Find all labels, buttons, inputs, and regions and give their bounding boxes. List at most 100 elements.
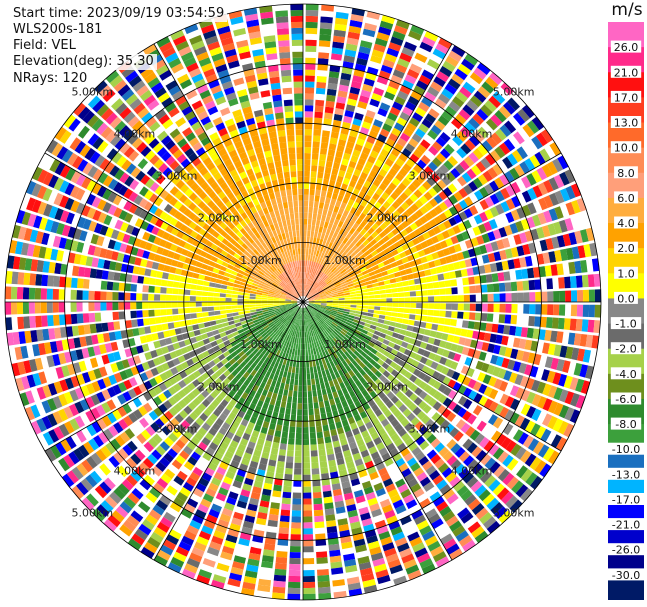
velocity-gate	[149, 204, 158, 215]
velocity-gate	[198, 530, 212, 541]
velocity-gate	[256, 292, 263, 296]
velocity-gate	[371, 214, 379, 223]
velocity-gate	[369, 358, 377, 366]
velocity-gate	[274, 191, 281, 199]
velocity-gate	[218, 242, 226, 250]
velocity-gate	[315, 219, 321, 227]
velocity-gate	[209, 46, 222, 57]
velocity-gate	[46, 355, 55, 368]
velocity-gate	[247, 321, 254, 326]
velocity-gate	[178, 204, 188, 214]
velocity-gate	[229, 260, 236, 267]
velocity-gate	[104, 495, 118, 509]
velocity-gate	[265, 328, 272, 334]
velocity-gate	[261, 389, 268, 397]
velocity-gate	[328, 282, 334, 288]
velocity-gate	[375, 258, 383, 265]
velocity-gate	[52, 411, 63, 425]
velocity-gate	[234, 114, 245, 124]
velocity-gate	[269, 266, 276, 273]
velocity-gate	[150, 244, 159, 253]
velocity-gate	[310, 310, 315, 316]
velocity-gate	[537, 182, 548, 196]
velocity-gate	[99, 463, 111, 476]
velocity-gate	[175, 117, 187, 128]
velocity-gate	[71, 325, 79, 337]
velocity-gate	[484, 243, 493, 253]
velocity-gate	[299, 284, 302, 291]
velocity-gate	[190, 230, 198, 239]
velocity-gate	[303, 278, 305, 285]
velocity-gate	[414, 199, 424, 209]
velocity-gate	[257, 262, 264, 268]
velocity-gate	[333, 29, 346, 38]
velocity-gate	[70, 289, 77, 300]
velocity-gate	[308, 260, 312, 267]
velocity-gate	[401, 177, 411, 187]
velocity-gate	[415, 284, 422, 291]
velocity-gate	[309, 324, 312, 331]
velocity-gate	[34, 288, 42, 300]
velocity-gate	[316, 321, 321, 327]
velocity-gate	[154, 109, 167, 120]
velocity-gate	[311, 274, 316, 281]
velocity-gate	[528, 279, 536, 291]
velocity-gate	[303, 242, 307, 249]
velocity-gate	[313, 402, 319, 409]
velocity-gate	[248, 86, 259, 95]
velocity-gate	[293, 254, 297, 262]
velocity-gate	[194, 431, 204, 441]
velocity-gate	[172, 393, 182, 403]
velocity-gate	[341, 222, 348, 230]
velocity-gate	[306, 292, 311, 298]
velocity-gate	[311, 378, 316, 385]
velocity-gate	[52, 288, 59, 300]
velocity-gate	[142, 231, 151, 241]
velocity-gate	[128, 150, 140, 162]
velocity-gate	[245, 257, 253, 263]
velocity-gate	[361, 480, 372, 490]
velocity-gate	[11, 286, 18, 300]
velocity-gate	[184, 188, 194, 198]
velocity-gate	[43, 203, 53, 217]
velocity-gate	[316, 270, 321, 277]
velocity-gate	[158, 162, 169, 173]
velocity-gate	[308, 212, 313, 219]
velocity-gate	[287, 593, 301, 600]
velocity-gate	[273, 355, 279, 362]
velocity-gate	[53, 275, 60, 287]
velocity-gate	[107, 271, 115, 281]
velocity-gate	[197, 200, 207, 210]
velocity-gate	[204, 275, 211, 282]
velocity-gate	[335, 17, 348, 26]
velocity-gate	[322, 351, 327, 358]
velocity-gate	[392, 69, 405, 79]
velocity-gate	[266, 434, 274, 442]
velocity-gate	[397, 428, 407, 437]
velocity-gate	[317, 395, 324, 403]
velocity-gate	[258, 374, 265, 382]
velocity-gate	[123, 146, 135, 158]
velocity-gate	[279, 184, 286, 191]
velocity-gate	[362, 295, 369, 299]
velocity-gate	[345, 278, 352, 283]
velocity-gate	[344, 147, 353, 155]
velocity-gate	[408, 138, 419, 148]
velocity-gate	[358, 444, 367, 453]
velocity-gate	[318, 340, 322, 347]
velocity-gate	[98, 431, 109, 444]
velocity-gate	[398, 153, 409, 163]
velocity-gate	[220, 182, 229, 191]
velocity-gate	[291, 298, 298, 301]
velocity-gate	[191, 421, 201, 431]
velocity-gate	[31, 166, 43, 181]
velocity-gate	[252, 384, 259, 392]
velocity-gate	[28, 287, 36, 300]
velocity-gate	[386, 85, 398, 96]
velocity-gate	[548, 208, 559, 221]
velocity-gate	[253, 529, 265, 538]
velocity-gate	[335, 384, 341, 391]
velocity-gate	[148, 317, 156, 325]
velocity-gate	[310, 348, 314, 355]
velocity-gate	[296, 285, 300, 291]
